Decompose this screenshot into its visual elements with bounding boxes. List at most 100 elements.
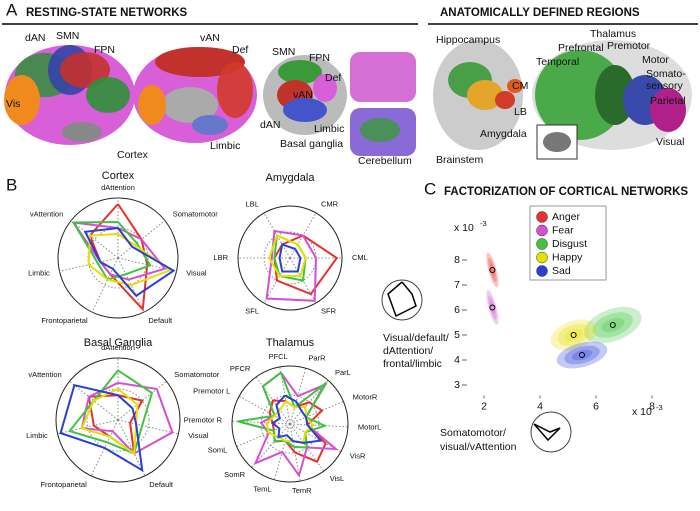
brain-region — [507, 79, 523, 93]
region-label: CM — [512, 80, 528, 92]
radar-spoke — [117, 257, 145, 313]
x-tick-label: 2 — [481, 400, 487, 412]
inset-image — [543, 132, 571, 152]
axis-label: ParL — [335, 368, 351, 377]
brain-region — [155, 47, 245, 77]
radar-line — [270, 394, 323, 444]
radar-spoke — [70, 220, 119, 259]
axis-label: Default — [149, 480, 174, 489]
axis-label: vAttention — [28, 370, 61, 379]
legend-swatch — [536, 251, 548, 264]
region-label: Temporal — [536, 56, 579, 68]
radar-spoke — [289, 423, 342, 453]
radar-line — [278, 243, 302, 273]
axis-label: VisR — [350, 452, 366, 461]
axis-label: vAttention — [30, 209, 63, 218]
density-cloud — [489, 263, 495, 277]
density-cloud — [601, 317, 625, 333]
region-label: vAN — [200, 32, 220, 44]
axis-label: LBR — [213, 253, 228, 262]
glyph-circle — [381, 279, 423, 321]
density-cloud — [564, 328, 583, 342]
panel-letter: A — [6, 0, 18, 19]
legend-label: Anger — [552, 211, 581, 223]
region-label: Def — [325, 72, 341, 84]
radar-line — [237, 371, 328, 449]
axis-exponent: -3 — [656, 403, 663, 412]
radar-line — [88, 203, 149, 312]
region-label: Vis — [6, 98, 20, 110]
radar-spoke — [236, 423, 291, 447]
axis-label: SomL — [208, 445, 228, 454]
radar-spoke — [117, 257, 177, 272]
axis-label: Premotor L — [193, 386, 230, 395]
radar-line — [80, 381, 174, 455]
brain-region — [162, 87, 218, 123]
density-cloud — [488, 257, 497, 283]
glyph-line — [387, 281, 417, 318]
panel-heading: ANATOMICALLY DEFINED REGIONS — [440, 7, 640, 19]
brain-region — [138, 85, 166, 125]
region-label: SMN — [56, 30, 79, 42]
radar-spoke — [289, 423, 348, 428]
axis-label: Visual — [188, 431, 209, 440]
y-tick-label: 8 — [454, 254, 460, 266]
region-label: Motor — [642, 54, 669, 66]
axis-label: dAttention — [101, 183, 135, 192]
density-cloud — [486, 252, 499, 288]
axis-exponent: -3 — [480, 219, 487, 228]
region-label: LB — [514, 106, 527, 118]
region-label: Cortex — [117, 149, 149, 161]
density-cloud — [557, 324, 590, 346]
legend-label: Fear — [552, 224, 574, 236]
brain-image — [350, 52, 416, 102]
y-tick-label: 6 — [454, 304, 460, 316]
point — [570, 332, 577, 338]
radar-line — [71, 221, 152, 281]
radar-spoke — [289, 401, 344, 425]
legend-swatch — [536, 238, 548, 250]
region-label: Cerebellum — [358, 155, 412, 167]
axis-label: dAttention — [101, 343, 135, 352]
radar-line — [59, 384, 144, 473]
brain-region — [60, 52, 110, 88]
density-cloud — [584, 306, 642, 344]
axis-multiplier: x 10 — [454, 222, 474, 234]
region-label: Brainstem — [436, 154, 484, 166]
region-label: FPN — [94, 44, 115, 56]
y-tick-label: 5 — [454, 329, 460, 341]
region-label: Limbic — [210, 140, 240, 152]
axis-label: SFL — [245, 307, 259, 316]
radar-ring — [86, 388, 150, 452]
chart-title: Cortex — [102, 170, 135, 182]
brain-region — [313, 74, 337, 102]
brain-region — [62, 122, 102, 142]
glyph-circle — [530, 411, 572, 453]
brain-region — [650, 88, 686, 132]
radar-outline — [231, 365, 349, 483]
region-label: FPN — [309, 52, 330, 64]
axis-label: SomR — [224, 470, 245, 479]
legend-label: Disgust — [552, 238, 587, 250]
axis-label: Somatomotor — [174, 370, 220, 379]
density-cloud — [488, 295, 497, 320]
density-cloud — [556, 341, 608, 369]
region-label: Basal ganglia — [280, 138, 343, 150]
radar-line — [67, 369, 154, 455]
point — [489, 304, 496, 311]
radar-spoke — [59, 257, 119, 272]
panel-letter: B — [6, 175, 17, 194]
brain-region — [192, 115, 228, 135]
axis-label: Limbic — [28, 269, 50, 278]
brain-images — [4, 40, 692, 160]
region-label: Amygdala — [480, 128, 527, 140]
x-tick-label: 8 — [649, 400, 655, 412]
axis-label: Frontoparietal — [40, 480, 87, 489]
y-tick-label: 4 — [454, 354, 460, 366]
chart-title: Amygdala — [266, 172, 316, 184]
region-label: Visual — [656, 136, 684, 148]
axis-label: ParR — [308, 354, 326, 363]
legend-label: Happy — [552, 251, 583, 263]
region-label: Thalamus — [590, 28, 636, 40]
